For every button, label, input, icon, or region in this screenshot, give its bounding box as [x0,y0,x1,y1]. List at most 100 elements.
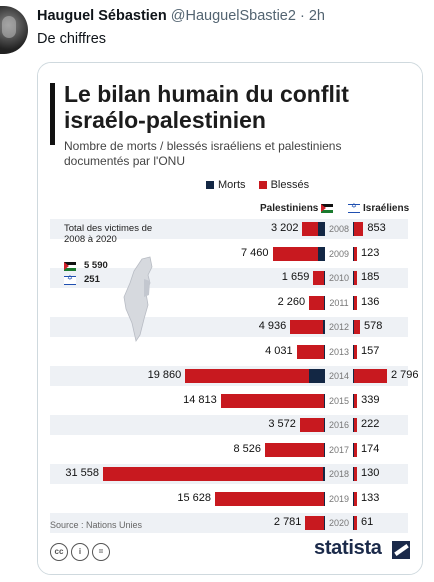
year-label: 2016 [328,420,350,430]
value-label-israelis: 130 [361,467,380,479]
value-label-palestinians: 2 260 [277,295,306,308]
year-label: 2008 [328,224,350,234]
bar-palestinians-deaths [317,246,325,261]
title-accent-bar [50,83,55,145]
media-card[interactable]: Le bilan humain du conflit israélo-pales… [37,62,423,575]
infographic-title: Le bilan humain du conflit israélo-pales… [64,81,349,133]
bar-israelis [353,344,357,359]
separator: · [299,8,305,24]
year-label: 2019 [328,493,350,504]
bar-israelis-deaths [353,491,354,506]
bar-palestinians-deaths [308,369,325,383]
value-label-palestinians: 2 781 [273,516,302,528]
column-header-palestinians-label: Palestiniens [260,203,319,214]
bar-israelis-deaths [353,516,354,530]
value-label-palestinians: 3 202 [270,222,299,234]
bar-palestinians [185,369,325,383]
bar-israelis-deaths [353,467,354,481]
statista-logo-mark-icon [392,541,410,559]
avatar[interactable] [0,6,28,54]
bar-palestinians [272,246,325,261]
year-label: 2015 [328,395,350,406]
bar-palestinians [296,344,325,359]
value-label-israelis: 853 [367,222,386,234]
bar-palestinians-deaths [323,516,325,530]
israel-flag-icon [348,202,360,213]
value-label-palestinians: 14 813 [183,393,217,406]
value-label-palestinians: 4 936 [258,320,287,332]
bar-palestinians-deaths [317,222,325,236]
legend-swatch-injured [258,181,267,190]
value-label-palestinians: 15 628 [177,491,212,504]
bar-palestinians-deaths [323,491,325,506]
value-label-israelis: 174 [361,442,380,455]
author-name[interactable]: Hauguel Sébastien [37,8,167,24]
column-header-palestinians: Palestiniens [260,203,334,214]
bar-israelis-deaths [353,222,354,236]
value-label-israelis: 61 [361,516,374,528]
bar-israelis [353,442,357,457]
legend-label-injured: Blessés [270,179,310,191]
bar-palestinians [299,418,325,432]
by-icon: i [71,543,89,561]
inset-il-total: 251 [84,274,100,285]
year-label: 2009 [328,248,350,259]
bar-palestinians-deaths [323,271,325,285]
author-handle[interactable]: @HauguelSbastie2 [170,8,296,24]
value-label-palestinians: 31 558 [65,467,99,479]
bar-palestinians [215,491,325,506]
value-label-israelis: 2 796 [391,369,419,381]
value-label-palestinians: 4 031 [265,344,293,357]
bar-israelis [353,320,361,334]
year-label: 2017 [328,444,350,455]
year-label: 2014 [328,371,350,381]
year-label: 2011 [329,297,349,308]
legend-swatch-deaths [206,181,214,190]
tweet-time[interactable]: 2h [308,8,325,24]
bar-israelis-deaths [353,344,354,359]
value-label-israelis: 185 [361,271,380,283]
inset-palestine-flag-icon [64,262,76,271]
bar-palestinians-deaths [323,393,325,408]
bar-israelis-deaths [353,369,355,383]
bar-palestinians-deaths [323,442,325,457]
palestine-flag-icon [321,203,334,213]
value-label-israelis: 222 [361,418,380,430]
infographic: Le bilan humain du conflit israélo-pales… [38,63,422,574]
bar-israelis [353,516,357,530]
inset-ps-total: 5 590 [84,260,108,271]
bar-israelis [353,467,357,481]
legend: Morts Blessés [206,179,319,191]
cc-icon: cc [50,543,68,561]
bar-israelis [353,393,358,408]
value-label-palestinians: 7 460 [240,246,269,259]
bar-israelis-deaths [353,320,354,334]
column-header-israelis: Israéliens [348,202,409,214]
bar-israelis [353,246,357,261]
bar-israelis [353,418,357,432]
value-label-palestinians: 19 860 [147,369,182,381]
value-label-palestinians: 3 572 [268,418,296,430]
inset-israel-flag-icon [64,274,76,285]
bar-palestinians-deaths [323,344,325,359]
bar-palestinians-deaths [323,295,325,310]
license-icons: cc i = [50,541,113,561]
value-label-israelis: 157 [361,344,380,357]
bar-palestinians [305,516,325,530]
value-label-palestinians: 1 659 [281,271,310,283]
value-label-palestinians: 8 526 [233,442,262,455]
bar-israelis [353,491,357,506]
bar-palestinians [290,320,325,334]
bar-palestinians [313,271,325,285]
bar-palestinians-deaths [322,467,325,481]
value-label-israelis: 123 [361,246,380,259]
legend-label-deaths: Morts [218,179,246,191]
bar-palestinians [220,393,325,408]
source-note: Source : Nations Unies [50,520,143,530]
bar-israelis-deaths [353,418,354,432]
statista-logo: statista [314,537,382,559]
bar-israelis [353,369,387,383]
value-label-israelis: 133 [361,491,380,504]
bar-israelis-deaths [353,271,354,285]
value-label-israelis: 578 [364,320,383,332]
